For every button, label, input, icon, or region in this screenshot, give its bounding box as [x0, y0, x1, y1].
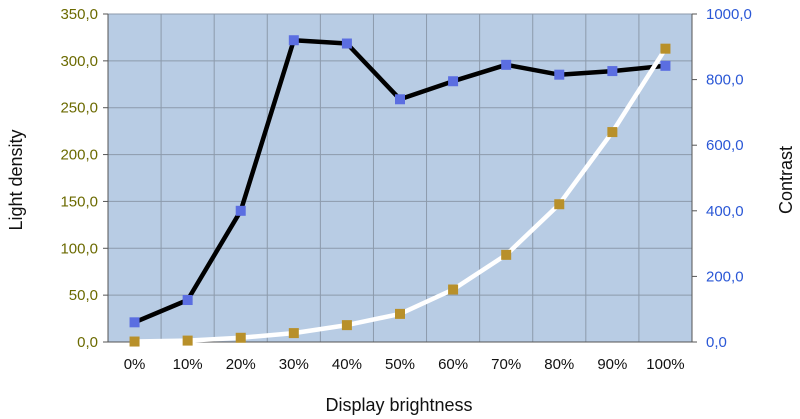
- x-tick-label: 100%: [646, 356, 684, 373]
- right-tick-label: 400,0: [706, 203, 744, 220]
- right-axis-ticks: 0,0 200,0 400,0 600,0 800,0 1000,0: [692, 6, 752, 351]
- series-1-point: [288, 35, 299, 46]
- x-tick-label: 30%: [279, 356, 309, 373]
- left-axis-ticks: 0,0 50,0 100,0 150,0 200,0 250,0 300,0 350,0: [60, 6, 108, 351]
- series-1-point: [554, 69, 565, 80]
- left-tick-label: 350,0: [60, 6, 98, 23]
- series-1-point: [341, 38, 352, 49]
- left-tick-label: 200,0: [60, 147, 98, 164]
- x-tick-label: 10%: [173, 356, 203, 373]
- series-2-point: [660, 43, 671, 54]
- left-tick-label: 50,0: [69, 287, 98, 304]
- plot-area: [108, 14, 692, 342]
- right-tick-label: 200,0: [706, 268, 744, 285]
- x-tick-label: 90%: [597, 356, 627, 373]
- x-tick-label: 60%: [438, 356, 468, 373]
- y-axis-title: Light density: [6, 129, 26, 230]
- right-tick-label: 800,0: [706, 72, 744, 89]
- series-2-point: [341, 320, 352, 331]
- series-1-point: [607, 66, 618, 77]
- left-tick-label: 250,0: [60, 100, 98, 117]
- series-1-point: [235, 205, 246, 216]
- x-tick-label: 40%: [332, 356, 362, 373]
- series-1-point: [129, 317, 140, 328]
- left-tick-label: 100,0: [60, 240, 98, 257]
- left-tick-label: 150,0: [60, 193, 98, 210]
- right-tick-label: 1000,0: [706, 6, 752, 23]
- x-tick-label: 80%: [544, 356, 574, 373]
- series-2-point: [554, 199, 565, 210]
- x-tick-label: 0%: [124, 356, 146, 373]
- left-tick-label: 300,0: [60, 53, 98, 70]
- series-2-point: [182, 335, 193, 346]
- x-axis-ticks: 0% 10% 20% 30% 40% 50% 60% 70% 80% 90% 100%: [124, 356, 685, 373]
- series-2-point: [288, 328, 299, 339]
- y2-axis-title: Contrast: [776, 146, 796, 214]
- series-2-point: [501, 249, 512, 260]
- series-1-point: [395, 94, 405, 105]
- x-axis-title: Display brightness: [325, 395, 472, 415]
- series-2-point: [607, 127, 618, 138]
- left-tick-label: 0,0: [77, 334, 98, 351]
- series-2-point: [235, 332, 246, 343]
- x-tick-label: 20%: [226, 356, 256, 373]
- right-tick-label: 600,0: [706, 137, 744, 154]
- x-tick-label: 50%: [385, 356, 415, 373]
- series: [129, 35, 671, 347]
- series-2-point: [129, 336, 140, 347]
- x-tick-label: 70%: [491, 356, 521, 373]
- series-1-point: [660, 60, 671, 71]
- right-tick-label: 0,0: [706, 334, 727, 351]
- series-1-point: [448, 76, 459, 87]
- series-1-point: [182, 295, 193, 306]
- series-1-point: [501, 59, 512, 70]
- series-2-point: [395, 308, 405, 319]
- axes: [107, 14, 693, 343]
- series-2-point: [448, 284, 459, 295]
